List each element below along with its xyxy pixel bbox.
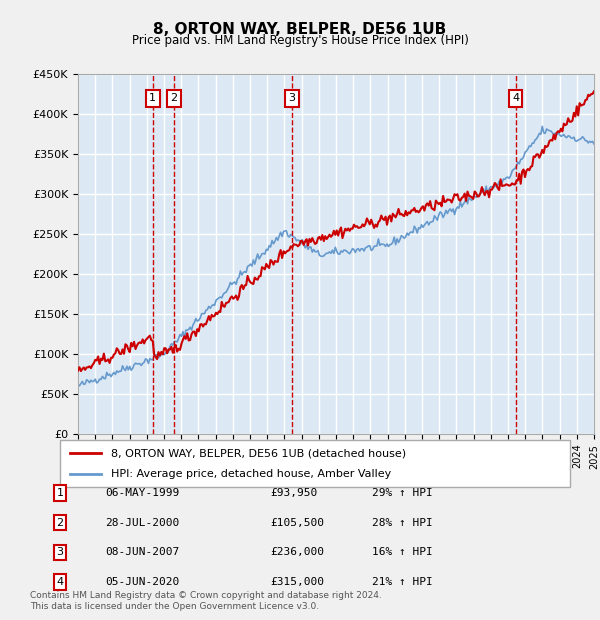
Text: HPI: Average price, detached house, Amber Valley: HPI: Average price, detached house, Ambe… bbox=[111, 469, 391, 479]
Text: 4: 4 bbox=[56, 577, 64, 587]
FancyBboxPatch shape bbox=[60, 440, 570, 487]
Text: 3: 3 bbox=[56, 547, 64, 557]
Text: Contains HM Land Registry data © Crown copyright and database right 2024.
This d: Contains HM Land Registry data © Crown c… bbox=[30, 591, 382, 611]
Text: 28% ↑ HPI: 28% ↑ HPI bbox=[372, 518, 433, 528]
Text: 06-MAY-1999: 06-MAY-1999 bbox=[105, 488, 179, 498]
Text: 8, ORTON WAY, BELPER, DE56 1UB: 8, ORTON WAY, BELPER, DE56 1UB bbox=[154, 22, 446, 37]
Text: £236,000: £236,000 bbox=[270, 547, 324, 557]
Text: 2: 2 bbox=[170, 94, 178, 104]
Text: £315,000: £315,000 bbox=[270, 577, 324, 587]
Text: 21% ↑ HPI: 21% ↑ HPI bbox=[372, 577, 433, 587]
Text: 2: 2 bbox=[56, 518, 64, 528]
Text: £93,950: £93,950 bbox=[270, 488, 317, 498]
Text: 29% ↑ HPI: 29% ↑ HPI bbox=[372, 488, 433, 498]
Text: 8, ORTON WAY, BELPER, DE56 1UB (detached house): 8, ORTON WAY, BELPER, DE56 1UB (detached… bbox=[111, 448, 406, 458]
Text: 3: 3 bbox=[289, 94, 295, 104]
Text: 05-JUN-2020: 05-JUN-2020 bbox=[105, 577, 179, 587]
Text: 1: 1 bbox=[56, 488, 64, 498]
Text: Price paid vs. HM Land Registry's House Price Index (HPI): Price paid vs. HM Land Registry's House … bbox=[131, 34, 469, 47]
Text: 08-JUN-2007: 08-JUN-2007 bbox=[105, 547, 179, 557]
Text: 28-JUL-2000: 28-JUL-2000 bbox=[105, 518, 179, 528]
Text: 1: 1 bbox=[149, 94, 157, 104]
Text: 16% ↑ HPI: 16% ↑ HPI bbox=[372, 547, 433, 557]
Text: £105,500: £105,500 bbox=[270, 518, 324, 528]
Text: 4: 4 bbox=[512, 94, 519, 104]
